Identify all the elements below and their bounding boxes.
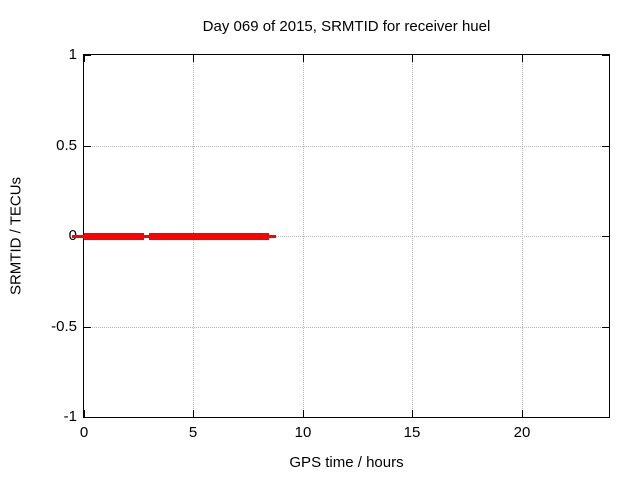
y-tick-label: 0.5: [56, 137, 77, 154]
y-gridline: [84, 146, 609, 147]
x-tick-label: 10: [294, 424, 312, 441]
y-tick: [602, 146, 609, 147]
x-tick: [303, 410, 304, 417]
y-tick: [602, 236, 609, 237]
y-tick: [84, 146, 91, 147]
chart-title: Day 069 of 2015, SRMTID for receiver hue…: [202, 18, 491, 35]
x-tick: [522, 55, 523, 62]
x-tick: [84, 55, 85, 62]
y-tick: [602, 55, 609, 56]
x-tick-label: 5: [188, 424, 198, 441]
x-tick: [193, 55, 194, 62]
series-segment: [149, 233, 269, 240]
x-tick: [412, 55, 413, 62]
x-axis-label: GPS time / hours: [289, 454, 404, 471]
series-segment: [84, 233, 144, 240]
y-gridline: [84, 236, 609, 237]
x-tick: [522, 410, 523, 417]
y-tick: [84, 327, 91, 328]
x-tick-label: 0: [79, 424, 89, 441]
x-tick: [412, 410, 413, 417]
y-axis-label: SRMTID / TECUs: [7, 176, 25, 296]
y-tick: [602, 417, 609, 418]
y-tick: [602, 327, 609, 328]
y-tick-label: 0: [27, 227, 77, 245]
y-tick-label: -0.5: [51, 318, 77, 335]
y-tick-label: 1: [68, 46, 77, 63]
y-tick: [84, 417, 91, 418]
x-tick: [303, 55, 304, 62]
x-tick-label: 20: [513, 424, 531, 441]
x-tick-label: 15: [403, 424, 421, 441]
x-tick: [193, 410, 194, 417]
y-tick-label: -1: [63, 408, 77, 425]
y-tick: [84, 55, 91, 56]
y-gridline: [84, 327, 609, 328]
x-tick: [84, 410, 85, 417]
plot-area: [72, 54, 610, 418]
